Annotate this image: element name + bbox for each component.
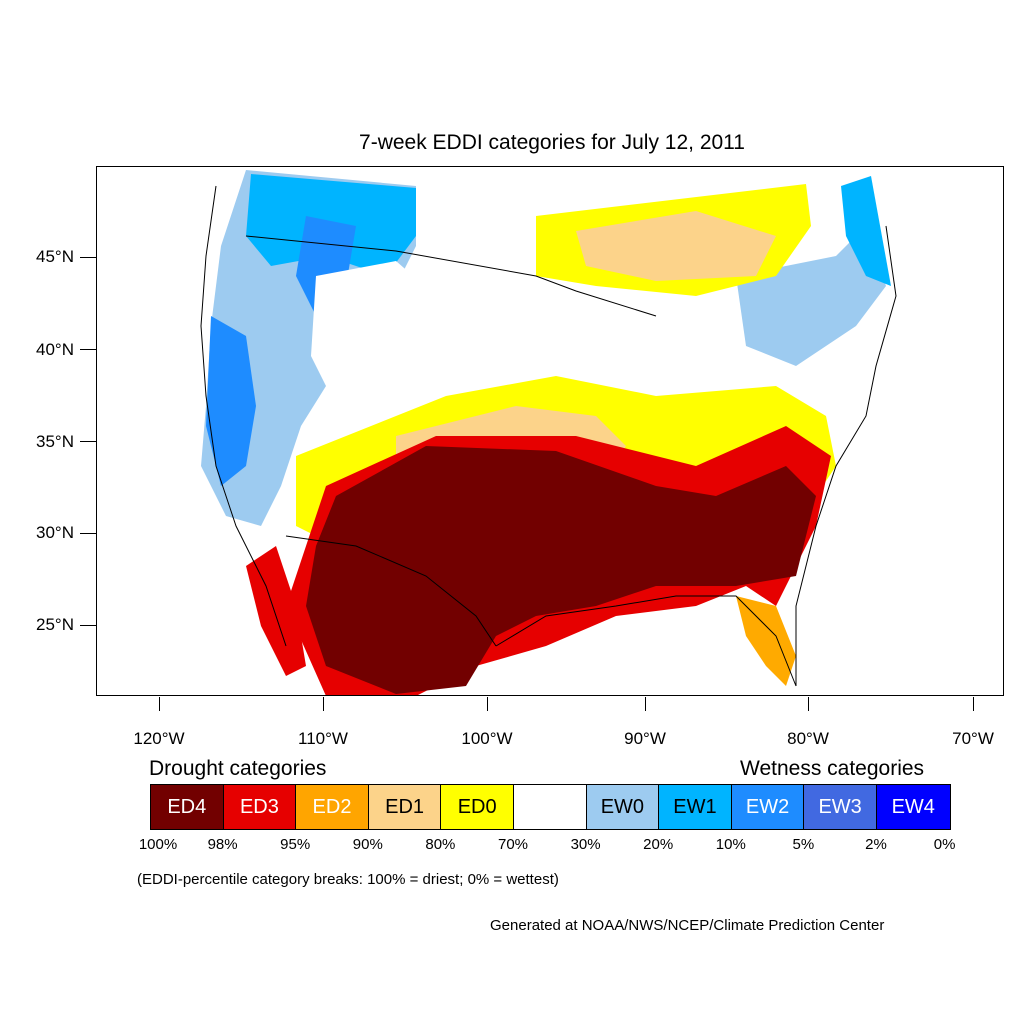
- legend-break-label: 100%: [138, 836, 178, 853]
- legend-colorbar: ED4 ED3 ED2 ED1 ED0 EW0 EW1 EW2 EW3 EW4: [150, 784, 951, 830]
- lat-tick: [80, 257, 96, 258]
- legend-break-label: 0%: [933, 836, 956, 853]
- lat-tick: [80, 441, 96, 442]
- border-mexico: [285, 535, 497, 647]
- region-maine-ew1: [841, 176, 891, 286]
- lon-label: 80°W: [787, 729, 829, 748]
- wetness-legend-title: Wetness categories: [740, 757, 925, 780]
- lon-tick: [808, 697, 809, 711]
- drought-legend-title: Drought categories: [149, 757, 327, 780]
- border-canada: [245, 235, 657, 317]
- legend-cell-ew0: EW0: [586, 785, 660, 829]
- legend-cell-ew3: EW3: [804, 785, 877, 829]
- legend-cell-ew2: EW2: [731, 785, 805, 829]
- region-south-ed4: [306, 446, 816, 694]
- lon-tick: [645, 697, 646, 711]
- lon-label: 100°W: [461, 729, 513, 748]
- lon-label: 120°W: [133, 729, 185, 748]
- lat-tick: [80, 533, 96, 534]
- region-rockies-none: [311, 261, 436, 406]
- eddi-map: [96, 166, 1004, 696]
- legend-break-label: 98%: [207, 836, 238, 853]
- lon-tick: [973, 697, 974, 711]
- legend-break-label: 95%: [280, 836, 311, 853]
- lat-label: 35°N: [36, 432, 74, 451]
- lon-label: 70°W: [952, 729, 994, 748]
- lon-tick: [487, 697, 488, 711]
- legend-break-label: 20%: [643, 836, 674, 853]
- legend-cell-ew4: EW4: [876, 785, 950, 829]
- region-florida-ed2: [736, 596, 796, 686]
- region-west-ew2: [206, 316, 256, 486]
- legend-cell-ed4: ED4: [151, 785, 224, 829]
- region-northeast-ew0: [736, 226, 886, 366]
- legend-break-label: 10%: [715, 836, 746, 853]
- legend-break-label: 90%: [352, 836, 383, 853]
- region-baja-ed3: [246, 546, 306, 676]
- lat-tick: [80, 625, 96, 626]
- legend-cell-ew1: EW1: [659, 785, 732, 829]
- legend-cell-none: [513, 785, 587, 829]
- coastline-west: [200, 185, 287, 647]
- lon-tick: [323, 697, 324, 711]
- lat-label: 25°N: [36, 615, 74, 634]
- lon-label: 110°W: [298, 729, 348, 748]
- legend-break-label: 5%: [792, 836, 815, 853]
- lon-label: 90°W: [624, 729, 666, 748]
- lon-tick: [159, 697, 160, 711]
- legend-break-label: 70%: [497, 836, 529, 853]
- region-north-ed1: [576, 211, 776, 281]
- legend-cell-ed2: ED2: [296, 785, 369, 829]
- category-note: (EDDI-percentile category breaks: 100% =…: [137, 871, 559, 888]
- lat-label: 30°N: [36, 523, 74, 542]
- lat-label: 40°N: [36, 340, 74, 359]
- legend-cell-ed3: ED3: [223, 785, 297, 829]
- credit-line: Generated at NOAA/NWS/NCEP/Climate Predi…: [490, 917, 885, 934]
- legend-cell-ed1: ED1: [368, 785, 442, 829]
- coastline-gulf: [495, 595, 797, 687]
- legend-break-label: 2%: [865, 836, 887, 853]
- legend-break-label: 30%: [570, 836, 601, 853]
- lat-tick: [80, 349, 96, 350]
- legend-cell-ed0: ED0: [441, 785, 514, 829]
- map-title: 7-week EDDI categories for July 12, 2011: [359, 131, 745, 154]
- lat-label: 45°N: [36, 247, 74, 266]
- coastline-east: [795, 225, 897, 686]
- legend-break-label: 80%: [425, 836, 456, 853]
